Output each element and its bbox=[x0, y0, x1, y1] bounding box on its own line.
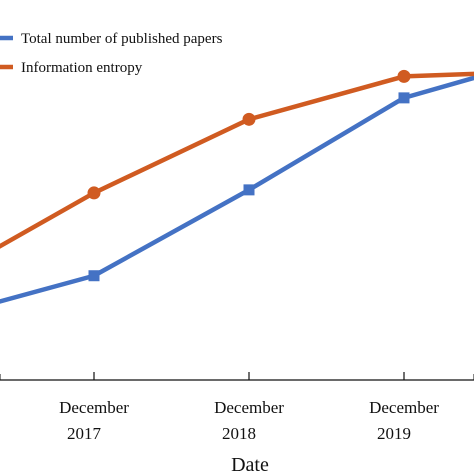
data-point-papers-2 bbox=[243, 184, 255, 196]
data-point-entropy-1 bbox=[87, 186, 101, 200]
series-layer bbox=[0, 69, 474, 304]
x-tick-label-month-0: December bbox=[59, 398, 129, 417]
x-tick-label-year-1: 2018 bbox=[222, 424, 256, 443]
series-line-papers bbox=[0, 75, 474, 304]
x-tick-label-month-1: December bbox=[214, 398, 284, 417]
x-tick-label-month-2: December bbox=[369, 398, 439, 417]
x-tick-label-year-0: 2017 bbox=[67, 424, 102, 443]
legend: Total number of published papers Informa… bbox=[0, 31, 223, 76]
data-point-papers-1 bbox=[88, 270, 100, 282]
data-point-entropy-2 bbox=[242, 112, 256, 126]
x-axis-title: Date bbox=[231, 454, 269, 474]
data-point-entropy-3 bbox=[397, 69, 411, 83]
legend-label-papers: Total number of published papers bbox=[21, 31, 223, 47]
legend-label-entropy: Information entropy bbox=[21, 60, 143, 76]
series-line-entropy bbox=[0, 71, 474, 249]
x-tick-label-year-2: 2019 bbox=[377, 424, 411, 443]
data-point-papers-3 bbox=[398, 92, 410, 104]
x-tick-layer: December 2017 December 2018 December 2019 bbox=[0, 372, 474, 443]
